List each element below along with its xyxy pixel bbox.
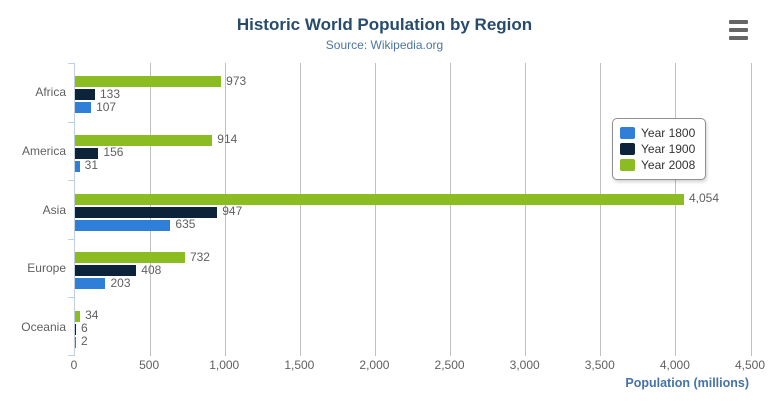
x-axis-label: 0 [70,358,78,372]
category-label-oceania: Oceania [21,319,66,334]
data-label: 203 [110,275,131,290]
legend: Year 1800 Year 1900 Year 2008 [612,118,707,180]
bar-asia-year-1800[interactable] [75,219,171,231]
data-label: 4,054 [689,191,720,205]
data-label: 408 [141,262,162,277]
data-label: 133 [99,86,120,101]
gridline [224,63,226,356]
chart-title: Historic World Population by Region [236,15,533,34]
x-axis-label: 2,000 [359,358,390,372]
x-axis-label: 1,000 [209,358,240,372]
x-axis-label: 4,000 [659,358,690,372]
gridline [450,63,452,356]
export-menu-button[interactable] [729,20,751,42]
category-axis-tick [68,355,74,356]
gridline [374,63,376,356]
x-axis-label: 500 [139,358,160,372]
legend-item-label: Year 1900 [641,142,696,156]
bar-europe-year-1800[interactable] [75,278,106,290]
x-axis-title: Population (millions) [625,376,749,390]
legend-swatch-icon [620,159,635,171]
bar-europe-year-1900[interactable] [75,265,137,277]
bar-america-year-1900[interactable] [75,147,99,159]
legend-item-year-1800[interactable]: Year 1800 [620,126,695,140]
data-label: 34 [85,308,99,323]
data-label: 107 [96,99,117,114]
data-label: 732 [189,249,210,264]
category-axis-tick [68,180,74,181]
category-axis-tick [68,297,74,298]
x-axis-label: 3,500 [584,358,615,372]
chart-subtitle: Source: Wikipedia.org [325,38,444,52]
legend-item-year-2008[interactable]: Year 2008 [620,158,695,172]
gridline [675,63,677,356]
bar-asia-year-1900[interactable] [75,206,218,218]
data-label: 914 [217,132,238,147]
gridline [299,63,301,356]
data-label: 947 [222,204,243,218]
category-axis-tick [68,122,74,123]
gridline [750,63,752,356]
bar-america-year-1800[interactable] [75,160,80,172]
bar-asia-year-2008[interactable] [75,193,684,205]
category-label-africa: Africa [35,85,66,100]
bar-europe-year-2008[interactable] [75,252,185,264]
category-label-asia: Asia [42,202,66,217]
legend-swatch-icon [620,143,635,155]
category-axis-tick [68,239,74,240]
bar-america-year-2008[interactable] [75,134,213,146]
x-axis-label: 1,500 [284,358,315,372]
category-label-america: America [21,143,66,158]
bar-africa-year-2008[interactable] [75,76,222,88]
legend-item-label: Year 2008 [641,158,696,172]
bar-africa-year-1900[interactable] [75,89,95,101]
category-axis-tick [68,63,74,64]
data-label: 6 [81,321,88,336]
data-label: 156 [103,145,124,160]
gridline [525,63,527,356]
gridline [600,63,602,356]
x-axis-label: 3,000 [509,358,540,372]
plot-area: 973 133 107 914 156 31 4,054 947 635 732 408 203 34 6… [68,63,752,356]
x-axis-label: 2,500 [434,358,465,372]
bar-oceania-year-2008[interactable] [75,310,81,322]
data-label: 973 [226,73,247,88]
x-axis-label: 4,500 [734,358,766,372]
data-label: 31 [84,158,99,173]
hamburger-icon [729,20,751,40]
bar-oceania-year-1800[interactable] [75,336,76,348]
bar-oceania-year-1900[interactable] [75,323,76,335]
legend-item-year-1900[interactable]: Year 1900 [620,142,695,156]
category-label-europe: Europe [27,261,66,276]
bar-africa-year-1800[interactable] [75,102,92,114]
legend-item-label: Year 1800 [641,126,696,140]
data-label: 2 [81,334,88,349]
legend-swatch-icon [620,127,635,139]
data-label: 635 [175,217,196,231]
